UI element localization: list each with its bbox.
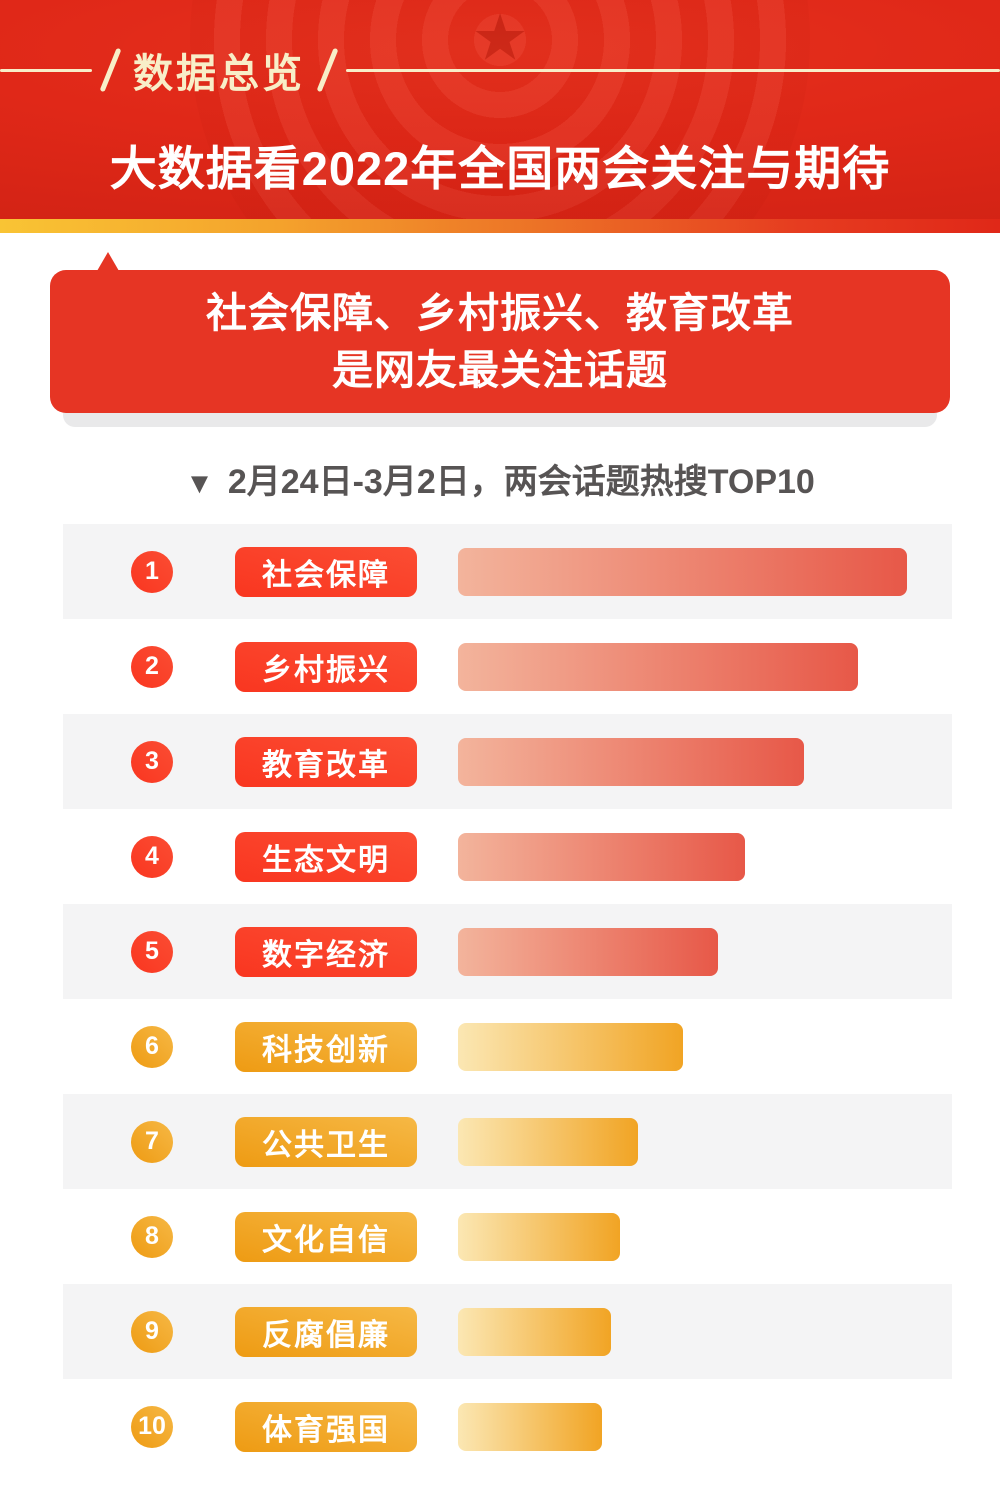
ranking-row: 10 体育强国 bbox=[63, 1379, 952, 1474]
tag-rule-left bbox=[0, 68, 92, 72]
highlight-line2: 是网友最关注话题 bbox=[332, 346, 668, 393]
heat-bar bbox=[458, 737, 804, 786]
section-tag: 数据总览 bbox=[133, 52, 305, 96]
topic-label: 教育改革 bbox=[235, 736, 417, 787]
ranking-row: 7 公共卫生 bbox=[63, 1094, 952, 1189]
rank-badge: 9 bbox=[131, 1310, 173, 1353]
ranking-row: 8 文化自信 bbox=[63, 1189, 952, 1284]
slash-mark-right-icon bbox=[316, 47, 339, 93]
rank-badge: 7 bbox=[131, 1120, 173, 1163]
chart-subtitle: ▼ 2月24日-3月2日，两会话题热搜TOP10 bbox=[0, 454, 1000, 503]
heat-bar bbox=[458, 927, 718, 976]
topic-label: 社会保障 bbox=[235, 546, 417, 597]
rank-badge: 1 bbox=[131, 550, 173, 593]
topic-label: 体育强国 bbox=[235, 1401, 417, 1452]
rank-badge: 3 bbox=[131, 740, 173, 783]
heat-bar bbox=[458, 1022, 683, 1071]
heat-bar bbox=[458, 1212, 620, 1261]
topic-label: 数字经济 bbox=[235, 926, 417, 977]
heat-bar bbox=[458, 1307, 611, 1356]
ranking-row: 5 数字经济 bbox=[63, 904, 952, 999]
header-banner: ★ 数据总览 大数据看2022年全国两会关注与期待 bbox=[0, 0, 1000, 219]
rank-badge: 4 bbox=[131, 835, 173, 878]
tag-rule-right bbox=[346, 68, 1000, 72]
page-title: 大数据看2022年全国两会关注与期待 bbox=[109, 142, 891, 195]
rank-badge: 8 bbox=[131, 1215, 173, 1258]
rank-badge: 10 bbox=[131, 1405, 173, 1448]
ranking-row: 4 生态文明 bbox=[63, 809, 952, 904]
topic-label: 生态文明 bbox=[235, 831, 417, 882]
section-tag-row: 数据总览 bbox=[0, 45, 1000, 96]
rank-badge: 6 bbox=[131, 1025, 173, 1068]
ranking-row: 1 社会保障 bbox=[63, 524, 952, 619]
heat-bar bbox=[458, 1117, 638, 1166]
heat-bar bbox=[458, 547, 907, 596]
slash-mark-left-icon bbox=[99, 47, 122, 93]
heat-bar bbox=[458, 832, 745, 881]
highlight-card: 社会保障、乡村振兴、教育改革 是网友最关注话题 bbox=[50, 270, 950, 413]
accent-gradient-strip bbox=[0, 219, 1000, 233]
highlight-line1: 社会保障、乡村振兴、教育改革 bbox=[206, 289, 794, 336]
heat-bar bbox=[458, 642, 858, 691]
heat-bar bbox=[458, 1402, 602, 1451]
callout-pointer-triangle bbox=[97, 252, 119, 271]
rank-badge: 5 bbox=[131, 930, 173, 973]
topic-label: 科技创新 bbox=[235, 1021, 417, 1072]
rank-badge: 2 bbox=[131, 645, 173, 688]
ranking-row: 2 乡村振兴 bbox=[63, 619, 952, 714]
top10-ranking-list: 1 社会保障 2 乡村振兴 3 教育改革 4 生态文明 5 数字经济 6 科技创… bbox=[63, 524, 952, 1474]
topic-label: 公共卫生 bbox=[235, 1116, 417, 1167]
chart-subtitle-text: 2月24日-3月2日，两会话题热搜TOP10 bbox=[227, 463, 815, 501]
topic-label: 反腐倡廉 bbox=[235, 1306, 417, 1357]
topic-label: 乡村振兴 bbox=[235, 641, 417, 692]
topic-label: 文化自信 bbox=[235, 1211, 417, 1262]
triangle-marker-icon: ▼ bbox=[185, 468, 214, 500]
ranking-row: 6 科技创新 bbox=[63, 999, 952, 1094]
ranking-row: 9 反腐倡廉 bbox=[63, 1284, 952, 1379]
ranking-row: 3 教育改革 bbox=[63, 714, 952, 809]
